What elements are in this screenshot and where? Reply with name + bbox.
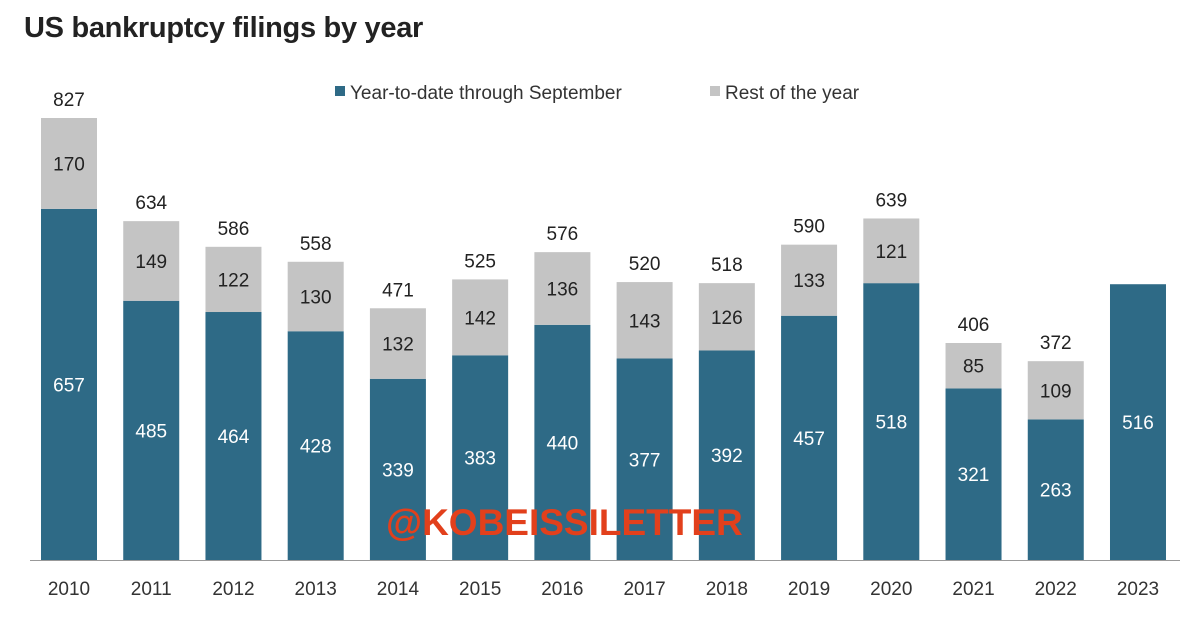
data-label-rest-2012: 122 [218, 270, 250, 291]
data-label-rest-2018: 126 [711, 308, 743, 329]
data-label-ytd-2010: 657 [53, 375, 85, 396]
data-label-rest-2015: 142 [464, 308, 496, 329]
total-label-2013: 558 [300, 234, 332, 255]
total-label-2011: 634 [135, 193, 167, 214]
x-tick-label-2012: 2012 [212, 579, 254, 600]
bar-rest-2021 [945, 343, 1002, 389]
bar-ytd-2023 [1109, 284, 1166, 560]
bar-rest-2020 [863, 218, 920, 284]
bar-rest-2022 [1027, 361, 1084, 420]
bar-rest-2015 [452, 279, 509, 356]
data-label-ytd-2022: 263 [1040, 481, 1072, 502]
data-label-rest-2020: 121 [875, 242, 907, 263]
data-label-rest-2017: 143 [629, 311, 661, 332]
watermark: @KOBEISSILETTER [386, 502, 743, 543]
bar-ytd-2018 [698, 350, 755, 560]
x-tick-label-2011: 2011 [131, 579, 172, 600]
total-label-2019: 590 [793, 217, 825, 238]
data-label-rest-2022: 109 [1040, 381, 1072, 402]
bar-rest-2016 [534, 252, 591, 325]
x-tick-label-2021: 2021 [952, 579, 994, 600]
x-tick-label-2015: 2015 [459, 579, 501, 600]
chart-title: US bankruptcy filings by year [24, 12, 424, 44]
legend-swatch [710, 86, 720, 96]
data-label-rest-2011: 149 [135, 252, 167, 273]
bar-ytd-2017 [616, 358, 673, 560]
data-label-rest-2016: 136 [547, 279, 579, 300]
total-label-2021: 406 [958, 315, 990, 336]
bar-ytd-2014 [369, 378, 426, 560]
total-label-2017: 520 [629, 254, 661, 275]
x-tick-label-2023: 2023 [1117, 579, 1159, 600]
total-label-2014: 471 [382, 280, 414, 301]
bar-ytd-2015 [452, 355, 509, 560]
bar-rest-2012 [205, 246, 262, 313]
x-tick-label-2019: 2019 [788, 579, 830, 600]
data-label-ytd-2021: 321 [958, 465, 990, 486]
bar-ytd-2020 [863, 283, 920, 560]
total-label-2012: 586 [218, 219, 250, 240]
x-tick-label-2014: 2014 [377, 579, 420, 600]
bar-rest-2011 [123, 221, 180, 301]
bar-rest-2014 [369, 308, 426, 379]
data-label-rest-2019: 133 [793, 271, 825, 292]
bar-ytd-2012 [205, 312, 262, 560]
data-label-ytd-2018: 392 [711, 446, 743, 467]
total-label-2010: 827 [53, 90, 85, 111]
bar-ytd-2011 [123, 300, 180, 560]
legend-label: Year-to-date through September [350, 83, 622, 104]
x-tick-label-2022: 2022 [1035, 579, 1077, 600]
data-label-ytd-2023: 516 [1122, 413, 1154, 434]
total-label-2015: 525 [464, 251, 496, 272]
bar-ytd-2010 [41, 208, 97, 560]
bar-rest-2018 [698, 283, 755, 351]
x-tick-label-2010: 2010 [48, 579, 90, 600]
data-label-ytd-2017: 377 [629, 450, 661, 471]
bar-ytd-2016 [534, 324, 591, 560]
data-label-ytd-2013: 428 [300, 437, 332, 458]
data-label-ytd-2012: 464 [218, 427, 250, 448]
x-tick-label-2013: 2013 [295, 579, 337, 600]
bar-rest-2013 [287, 261, 344, 332]
data-label-rest-2013: 130 [300, 288, 332, 309]
bar-rest-2017 [616, 282, 673, 359]
data-label-rest-2014: 132 [382, 335, 414, 356]
x-tick-label-2018: 2018 [706, 579, 748, 600]
bar-ytd-2013 [287, 331, 344, 560]
legend-label: Rest of the year [725, 83, 860, 104]
x-tick-label-2017: 2017 [623, 579, 665, 600]
total-label-2022: 372 [1040, 333, 1072, 354]
data-label-ytd-2011: 485 [135, 421, 167, 442]
data-label-ytd-2016: 440 [547, 433, 579, 454]
bar-ytd-2022 [1027, 419, 1084, 560]
x-tick-label-2016: 2016 [541, 579, 583, 600]
data-label-ytd-2015: 383 [464, 449, 496, 470]
total-label-2018: 518 [711, 255, 743, 276]
bar-rest-2010 [41, 118, 97, 209]
bar-rest-2019 [781, 244, 838, 316]
total-label-2020: 639 [875, 190, 907, 211]
total-label-2016: 576 [547, 224, 579, 245]
legend-swatch [335, 86, 345, 96]
data-label-ytd-2014: 339 [382, 460, 414, 481]
data-label-ytd-2019: 457 [793, 429, 825, 450]
bar-ytd-2021 [945, 388, 1002, 560]
data-label-rest-2010: 170 [53, 154, 85, 175]
x-tick-label-2020: 2020 [870, 579, 912, 600]
data-label-ytd-2020: 518 [875, 413, 907, 434]
bar-ytd-2019 [781, 315, 838, 560]
data-label-rest-2021: 85 [963, 357, 984, 378]
